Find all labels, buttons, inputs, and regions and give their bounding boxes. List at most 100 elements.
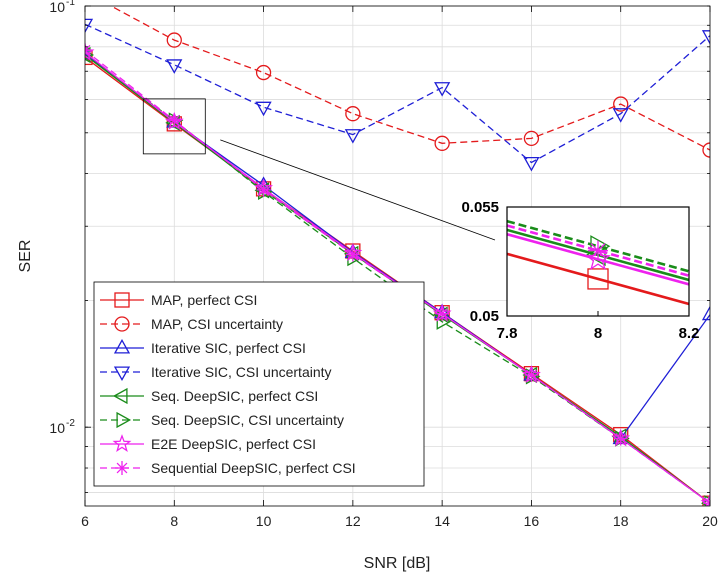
zoom-region-box [142,98,206,155]
data-point-shape [345,106,361,122]
inset-y-tick-label: 0.05 [470,308,499,325]
legend-marker [114,316,130,332]
series-4 [85,18,710,172]
data-point [255,101,272,117]
inset-series-line [507,224,689,277]
legend-marker [115,461,129,475]
legend-label: Seq. DeepSIC, CSI uncertainty [151,412,344,428]
data-point-shape [166,32,182,48]
data-point-stroke [704,497,710,505]
data-point [700,493,710,506]
inset-series-line [507,219,689,273]
data-point-shape [255,64,272,81]
legend-entry: MAP, perfect CSI [100,292,257,308]
data-point [523,156,540,172]
legend-marker [112,387,128,405]
data-point [345,247,360,262]
data-point [167,113,182,128]
data-point-stroke [526,369,537,381]
data-point-shape [434,135,450,151]
data-point-shape [166,59,183,74]
legend-marker-shape [114,292,130,308]
series-line [85,23,710,164]
x-tick-label: 16 [524,513,540,529]
legend-entry: Seq. DeepSIC, CSI uncertainty [100,411,344,429]
data-point [344,129,361,144]
data-point [701,305,710,321]
data-point-stroke [168,115,180,126]
y-tick-label: 10 [49,420,65,436]
inset-data-point [588,240,608,261]
inset-data-point [585,245,611,271]
data-point [434,135,450,151]
inset-x-tick-label: 8.2 [679,325,700,342]
inset-data-point-shape [585,245,611,271]
series-line [109,6,710,151]
legend-marker-shape [114,316,130,332]
legend-box [93,281,425,487]
zoom-inset: 7.8 8 8.2 0.05 0.055 [461,199,699,342]
legend-entry: Iterative SIC, CSI uncertainty [100,364,332,382]
legend-label: Iterative SIC, CSI uncertainty [151,364,332,380]
x-axis-label: SNR [dB] [364,555,431,572]
data-point-stroke [85,44,91,52]
legend-marker-shape [116,411,132,429]
data-point-stroke [615,433,627,444]
data-point [85,18,94,34]
x-tick-label: 10 [256,513,272,529]
y-tick-exponent: -2 [66,418,75,429]
data-point-shape [613,96,629,112]
data-point [612,108,629,123]
zoom-indicator [142,98,496,241]
legend-marker-shape [112,434,132,453]
legend-marker [113,366,131,382]
legend: MAP, perfect CSI MAP, CSI uncertainty Iter… [93,281,425,487]
x-tick-label: 20 [702,513,718,529]
data-point [434,82,451,97]
inset-data-point-shape [587,268,609,290]
legend-marker [114,292,130,308]
legend-entry: Seq. DeepSIC, perfect CSI [100,387,318,405]
data-point-stroke [347,249,359,260]
data-point-shape [255,101,272,117]
data-point [703,496,710,506]
inset-x-tick-label: 7.8 [497,325,518,342]
data-point-stroke [85,49,91,56]
y-axis-label: SER [17,240,34,273]
inset-data-point [587,268,609,290]
legend-entry: MAP, CSI uncertainty [100,316,283,332]
data-point-shape [523,156,540,172]
data-point-shape [702,142,710,158]
inset-series-line [507,252,689,306]
x-tick-label: 8 [170,513,178,529]
inset-series-layer [507,219,689,306]
data-point [524,368,539,383]
plot-frame [84,5,711,507]
legend-marker-stroke [116,462,128,474]
legend-entry: Iterative SIC, perfect CSI [100,338,306,356]
legend-label: E2E DeepSIC, perfect CSI [151,436,316,452]
inset-x-tick-label: 8 [594,325,602,342]
legend-marker-shape [112,387,128,405]
data-point [255,64,272,81]
data-point [256,182,271,197]
data-point [701,30,710,45]
legend-marker-shape [113,338,131,354]
data-point [345,106,361,122]
data-point [523,130,540,147]
data-point [85,43,92,58]
data-point-shape [85,18,94,34]
legend-label: MAP, perfect CSI [151,292,257,308]
y-tick-exponent: -1 [66,0,75,8]
x-tick-label: 6 [81,513,89,529]
legend-marker [112,434,132,453]
legend-marker [113,338,131,354]
data-point [702,142,710,158]
y-tick-label: 10 [49,0,65,15]
data-point-shape [344,129,361,144]
data-point-shape [701,30,710,45]
zoom-leader-line [220,139,496,241]
